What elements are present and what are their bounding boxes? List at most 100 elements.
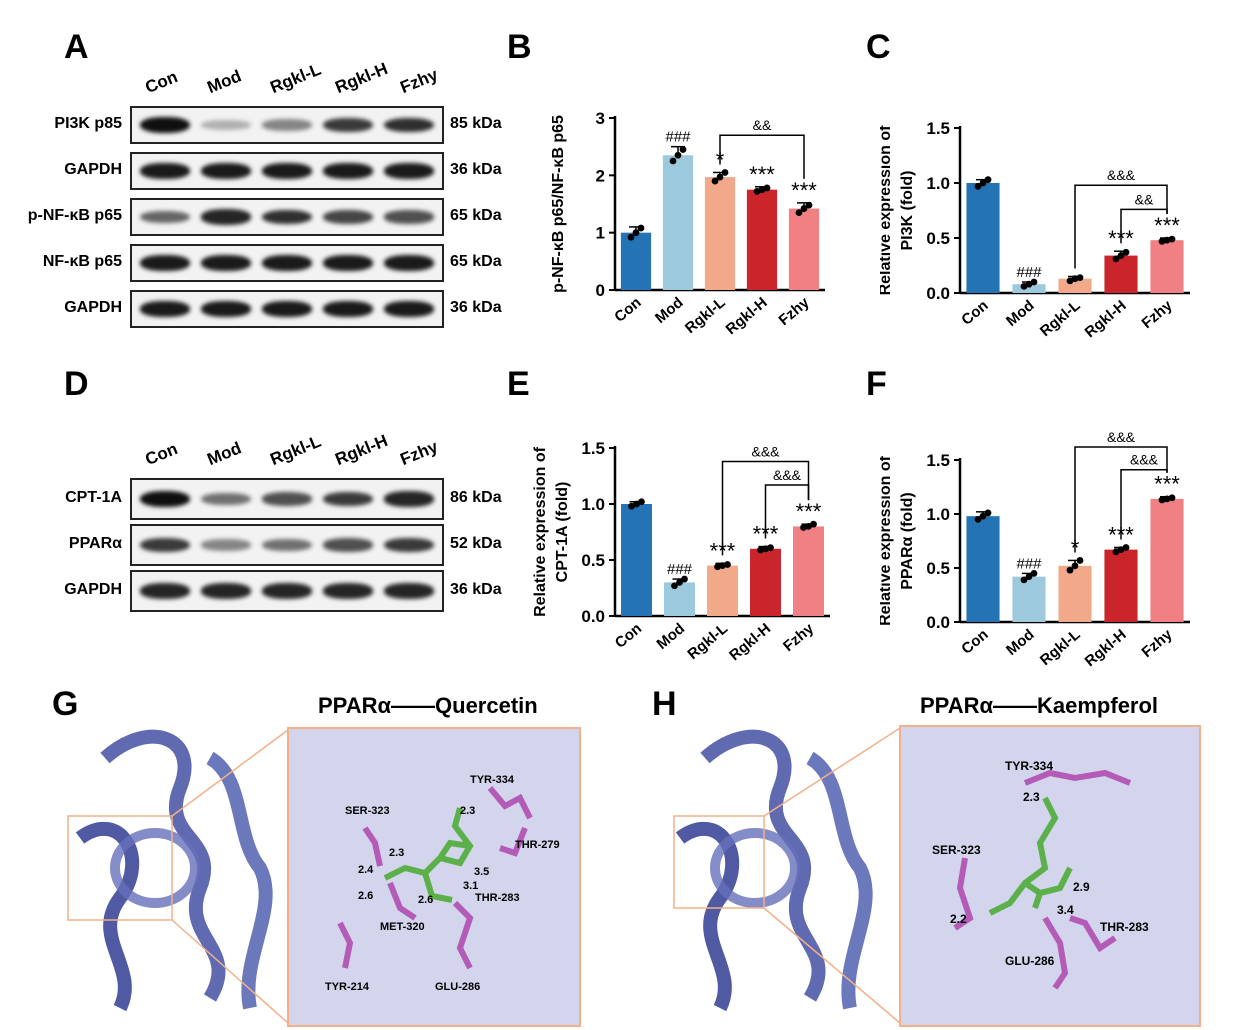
wb-a-kda-4: 36 kDa	[450, 299, 502, 316]
data-point	[1112, 255, 1120, 263]
protein-overview-h	[673, 729, 873, 1012]
bar-chart-b: 0123Con###Mod*Rgkl-L***Rgkl-H***Fzhy&&p-…	[550, 109, 825, 338]
data-point	[974, 516, 982, 523]
bar-rgkl-h	[1104, 255, 1138, 293]
wb-d-band	[140, 537, 190, 553]
residue-sticks-g	[337, 786, 533, 970]
wb-d-band	[201, 583, 251, 599]
protein-overview-g	[67, 729, 273, 1012]
significance-marker: ***	[1154, 472, 1180, 497]
data-point	[638, 498, 645, 506]
ligand-kaempferol	[988, 796, 1073, 916]
y-axis-label: PI3K (fold)	[899, 171, 916, 251]
data-point	[1168, 235, 1176, 243]
docking-g-title: PPARα——Quercetin	[318, 693, 538, 718]
data-point	[669, 157, 677, 165]
bracket-label: &&	[1135, 191, 1154, 207]
residue-tyr-334-h: TYR-334	[1005, 759, 1053, 773]
wb-d-kda-0: 86 kDa	[450, 489, 502, 506]
wb-a-band	[201, 120, 251, 130]
distance-2-g: 2.4	[358, 864, 374, 876]
wb-d-band	[323, 583, 373, 599]
wb-a-band	[323, 301, 373, 317]
wb-a-band	[384, 163, 434, 179]
distance-3-h: 2.9	[1073, 880, 1090, 894]
wb-a-band	[140, 163, 190, 179]
data-point	[674, 151, 682, 159]
significance-bracket	[719, 134, 805, 179]
residue-thr-283-h: THR-283	[1100, 920, 1149, 934]
x-tick-label: Fzhy	[1138, 626, 1176, 661]
y-tick-label: 1.0	[926, 174, 950, 193]
y-tick-label: 2	[596, 166, 605, 185]
x-tick-label: Rgkl-L	[682, 294, 729, 337]
wb-a-band	[384, 210, 434, 224]
y-axis-label: Relative expression of	[880, 455, 894, 626]
significance-marker: ###	[667, 561, 693, 578]
wb-a-lane-label-4: Fzhy	[397, 64, 441, 98]
residue-thr-279-g: THR-279	[515, 839, 560, 851]
y-tick-label: 3	[596, 109, 605, 128]
wb-d-band	[384, 583, 434, 599]
wb-a-band	[262, 301, 312, 317]
panel-letter-e: E	[507, 365, 530, 403]
y-axis-label: CPT-1A (fold)	[554, 482, 571, 583]
data-point	[1071, 562, 1079, 570]
residue-glu-286-g: GLU-286	[435, 981, 480, 993]
wb-a-band	[384, 255, 434, 271]
wb-a-kda-0: 85 kDa	[450, 115, 502, 132]
residue-tyr-214-g: TYR-214	[325, 981, 370, 993]
wb-a-lane-label-1: Mod	[204, 66, 245, 98]
significance-bracket	[721, 460, 810, 556]
data-point	[679, 146, 687, 153]
wb-d-lane-label-3: Rgkl-H	[332, 430, 391, 470]
wb-d-lane-label-0: Con	[142, 439, 181, 470]
y-tick-label: 1.5	[926, 451, 950, 470]
bar-con	[620, 232, 652, 290]
bar-chart-f: 0.00.51.01.5Con###Mod*Rgkl-L***Rgkl-H***…	[880, 429, 1190, 670]
wb-d-kda-1: 52 kDa	[450, 535, 502, 552]
wb-a-band	[323, 163, 373, 179]
data-point	[979, 179, 987, 187]
wb-a-band	[323, 117, 373, 133]
y-tick-label: 0.0	[581, 607, 605, 626]
bar-mod	[1012, 576, 1046, 622]
wb-a-kda-1: 36 kDa	[450, 161, 502, 178]
bar-fzhy	[1150, 240, 1184, 293]
x-tick-label: Rgkl-H	[723, 294, 771, 338]
wb-a-band	[384, 301, 434, 317]
data-point	[681, 575, 688, 583]
residue-thr-283-g: THR-283	[475, 892, 520, 904]
significance-marker: ###	[665, 129, 691, 146]
bracket-label: &&&	[1107, 429, 1136, 445]
bar-con	[621, 504, 652, 616]
bar-fzhy	[1150, 498, 1184, 622]
data-point	[716, 173, 724, 181]
data-point	[979, 512, 987, 520]
bracket-label: &&&	[1130, 452, 1159, 468]
residue-sticks-h	[953, 769, 1132, 990]
wb-a-band	[262, 209, 312, 225]
wb-d-band	[201, 492, 251, 506]
ligand-quercetin	[383, 807, 474, 903]
residue-ser-323-g: SER-323	[345, 805, 390, 817]
docking-h-figure: TYR-334 SER-323 GLU-286 THR-283 2.3 2.2 …	[673, 725, 1201, 1027]
wb-a-row-label-0: PI3K p85	[54, 115, 122, 132]
data-point	[721, 169, 729, 176]
data-point	[810, 520, 817, 528]
x-tick-label: Mod	[1003, 297, 1038, 330]
residue-met-320-g: MET-320	[380, 921, 425, 933]
data-point	[724, 561, 731, 568]
wb-d-blot-strip-2	[130, 570, 444, 612]
distance-2-h: 2.2	[950, 912, 967, 926]
data-point	[1030, 570, 1038, 577]
bar-con	[966, 516, 1000, 622]
x-tick-label: Mod	[654, 620, 689, 653]
wb-a-kda-3: 65 kDa	[450, 253, 502, 270]
significance-bracket	[1120, 208, 1168, 244]
distance-4-h: 3.4	[1057, 903, 1074, 917]
bar-mod	[664, 582, 695, 616]
wb-a-band	[262, 119, 312, 131]
data-point	[763, 184, 771, 192]
data-point	[1122, 544, 1130, 551]
